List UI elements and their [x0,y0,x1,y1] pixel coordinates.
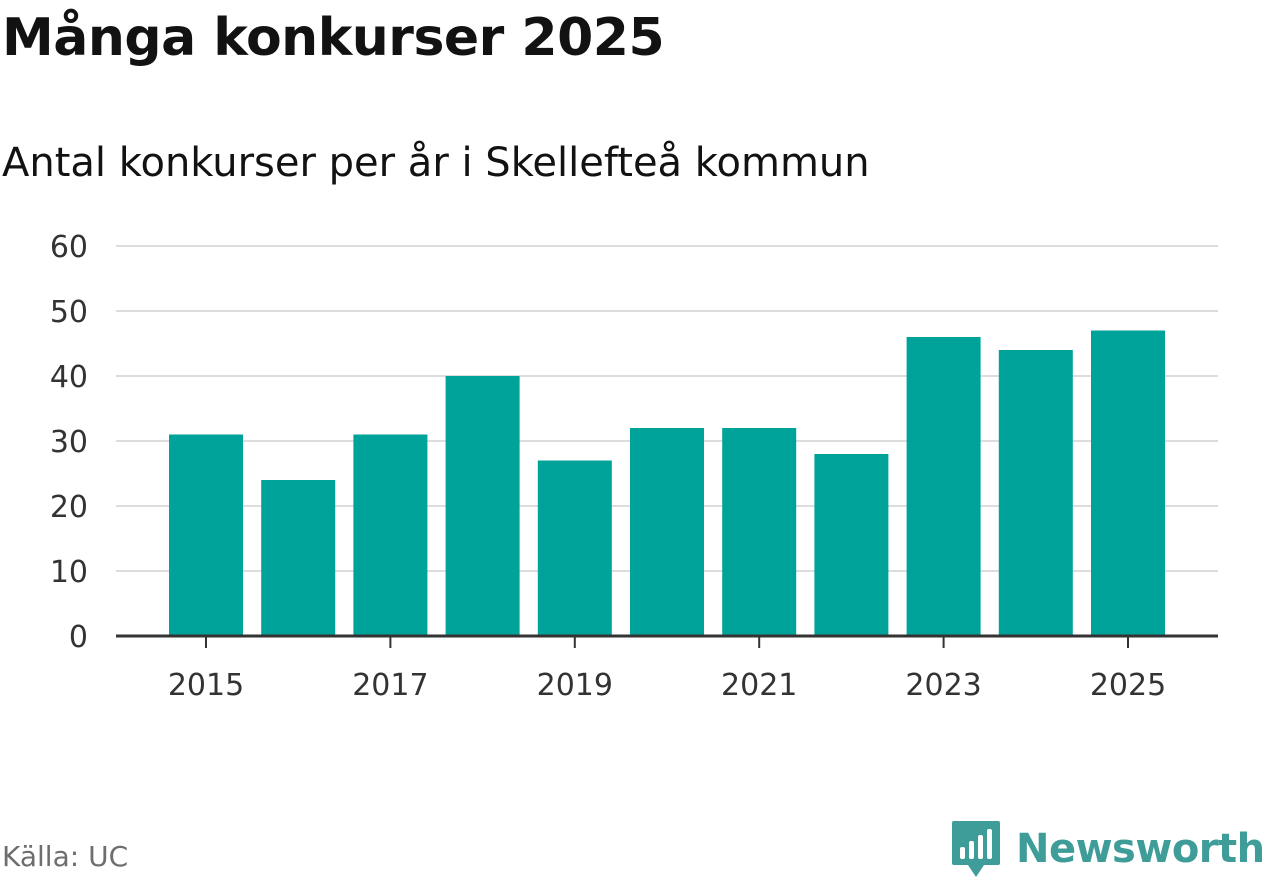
bar-2015 [169,434,243,636]
bar-2017 [353,434,428,636]
bars [169,330,1165,636]
y-tick-label: 50 [50,295,88,330]
bar-2020 [630,428,704,636]
brand-name: Newsworthy [1016,826,1262,872]
y-tick-label: 30 [50,425,88,460]
bar-2016 [261,480,336,636]
bar-2019 [537,460,612,636]
x-tick-label: 2019 [537,668,613,703]
chart-title: Många konkurser 2025 [2,8,665,68]
x-axis [116,634,1218,648]
brand-logo-link[interactable]: Newsworthy [950,818,1262,880]
bar-2024 [998,350,1073,636]
x-tick-label: 2023 [905,668,981,703]
chart-subtitle: Antal konkurser per år i Skellefteå komm… [2,140,870,186]
x-tick-label: 2021 [721,668,797,703]
y-tick-label: 20 [50,490,88,525]
y-tick-label: 40 [50,360,88,395]
bar-2025 [1091,330,1165,636]
x-tick-label: 2015 [168,668,244,703]
bar-2018 [445,376,520,636]
y-tick-label: 0 [69,620,88,655]
x-tick-label: 2025 [1090,668,1166,703]
bar-2023 [906,337,981,636]
y-axis-tick-labels: 0 10 20 30 40 50 60 [50,230,88,655]
newsworthy-logo-icon [952,821,1000,877]
x-tick-label: 2017 [352,668,428,703]
y-tick-label: 60 [50,230,88,265]
bar-2021 [722,428,797,636]
y-tick-label: 10 [50,555,88,590]
source-note: Källa: UC [2,840,129,873]
x-axis-tick-labels: 2015 2017 2019 2021 2023 2025 [168,668,1166,703]
bar-2022 [814,454,889,636]
